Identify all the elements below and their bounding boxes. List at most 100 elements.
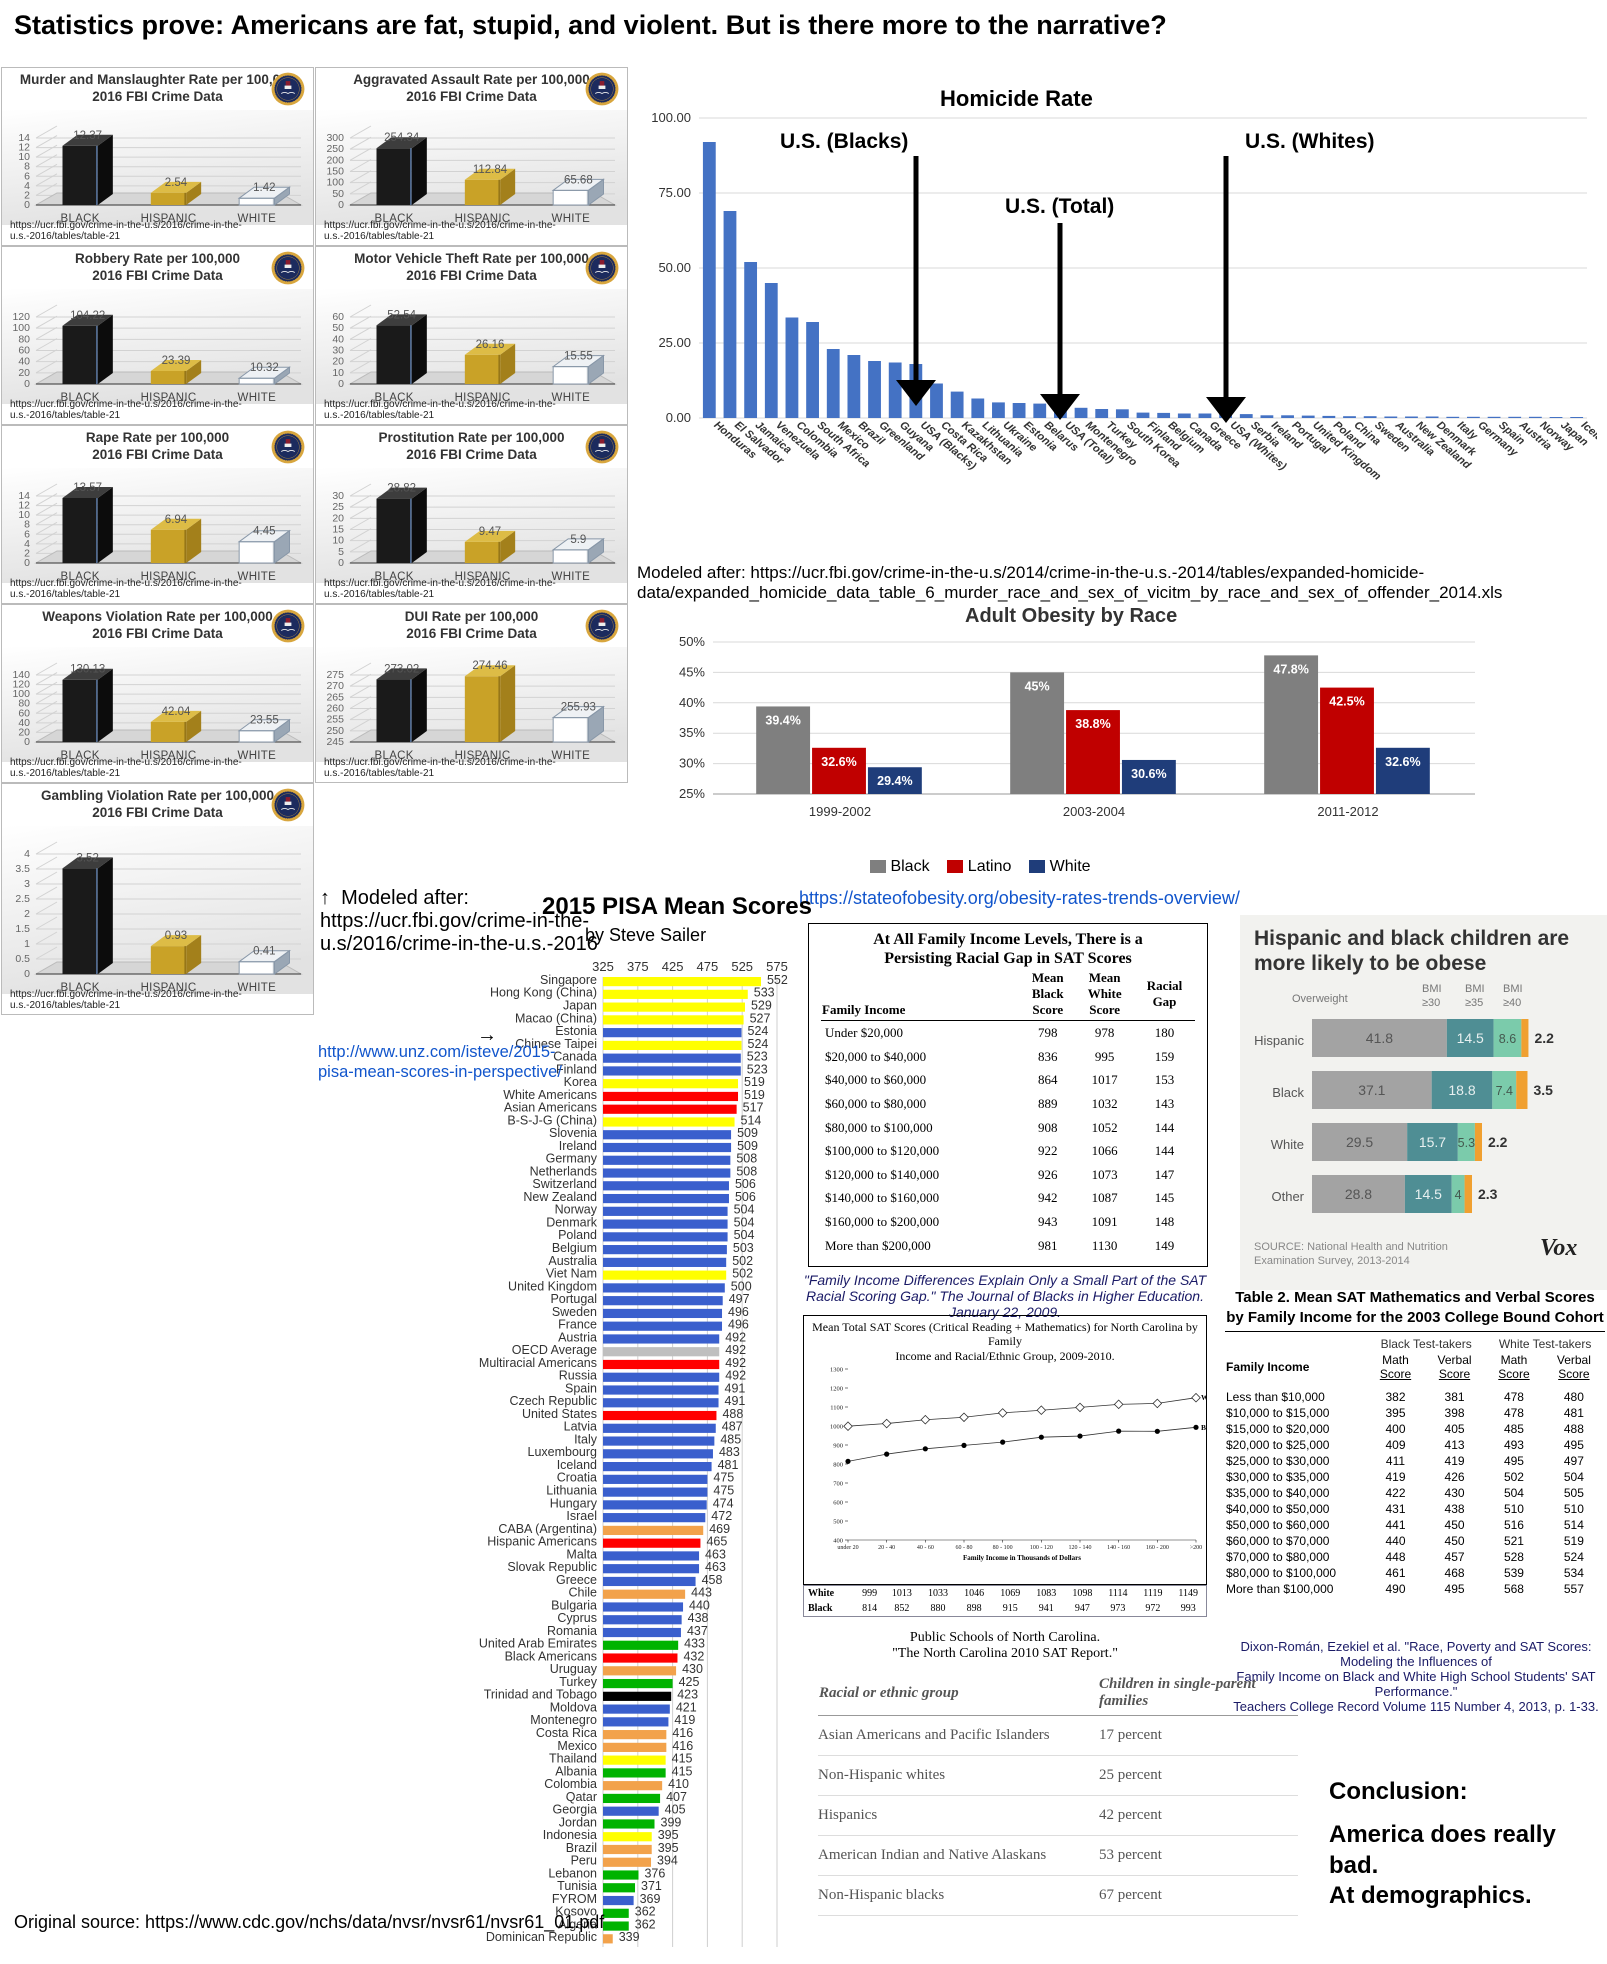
svg-text:14.5: 14.5 xyxy=(1415,1186,1442,1202)
svg-text:26.16: 26.16 xyxy=(476,339,505,351)
svg-text:250: 250 xyxy=(326,725,344,737)
svg-text:2003-2004: 2003-2004 xyxy=(1063,804,1125,819)
svg-text:7.4: 7.4 xyxy=(1496,1084,1513,1098)
svg-text:30: 30 xyxy=(332,345,344,357)
svg-text:140: 140 xyxy=(12,669,30,681)
svg-text:1300: 1300 xyxy=(830,1367,843,1374)
svg-text:112.84: 112.84 xyxy=(473,164,508,176)
svg-text:65.68: 65.68 xyxy=(564,174,593,186)
svg-text:32.6%: 32.6% xyxy=(1385,755,1420,769)
svg-text:1200: 1200 xyxy=(830,1386,843,1393)
svg-text:40 - 60: 40 - 60 xyxy=(917,1545,934,1551)
svg-text:10: 10 xyxy=(332,535,344,547)
svg-text:500: 500 xyxy=(833,1519,843,1526)
svg-text:15.55: 15.55 xyxy=(564,351,593,363)
svg-text:60: 60 xyxy=(18,345,30,357)
svg-text:42.04: 42.04 xyxy=(162,706,191,718)
svg-text:5: 5 xyxy=(338,546,344,558)
svg-text:White: White xyxy=(1201,1393,1206,1402)
svg-text:2.2: 2.2 xyxy=(1488,1134,1508,1150)
svg-text:2011-2012: 2011-2012 xyxy=(1317,804,1378,819)
svg-text:1.42: 1.42 xyxy=(253,182,275,194)
svg-text:1: 1 xyxy=(24,938,30,950)
svg-text:White: White xyxy=(1271,1137,1304,1152)
svg-text:40%: 40% xyxy=(679,695,705,710)
svg-text:575: 575 xyxy=(766,959,788,974)
svg-text:30: 30 xyxy=(332,490,344,502)
svg-text:900: 900 xyxy=(833,1443,843,1450)
svg-text:45%: 45% xyxy=(679,664,705,679)
svg-text:13.57: 13.57 xyxy=(73,482,102,494)
svg-text:3.52: 3.52 xyxy=(76,852,98,864)
svg-text:0: 0 xyxy=(338,378,344,390)
svg-text:32.6%: 32.6% xyxy=(821,755,856,769)
svg-text:14: 14 xyxy=(18,132,30,144)
svg-text:104.22: 104.22 xyxy=(70,310,105,322)
svg-text:255: 255 xyxy=(326,714,344,726)
svg-text:400: 400 xyxy=(833,1538,843,1545)
svg-text:37.1: 37.1 xyxy=(1358,1082,1385,1098)
svg-text:80 - 100: 80 - 100 xyxy=(993,1545,1013,1551)
svg-text:4.45: 4.45 xyxy=(253,526,275,538)
svg-text:Family Income in Thousands of: Family Income in Thousands of Dollars xyxy=(963,1554,1081,1562)
svg-text:18.8: 18.8 xyxy=(1448,1082,1475,1098)
svg-text:30.6%: 30.6% xyxy=(1131,767,1166,781)
svg-text:150: 150 xyxy=(326,166,344,178)
svg-text:15.7: 15.7 xyxy=(1419,1134,1446,1150)
svg-text:255.93: 255.93 xyxy=(561,702,596,714)
svg-text:0.5: 0.5 xyxy=(15,953,30,965)
svg-text:700: 700 xyxy=(833,1481,843,1488)
svg-text:273.02: 273.02 xyxy=(384,663,419,675)
svg-text:375: 375 xyxy=(627,959,649,974)
svg-text:40: 40 xyxy=(18,356,30,368)
svg-text:270: 270 xyxy=(326,680,344,692)
svg-text:160 - 200: 160 - 200 xyxy=(1146,1545,1169,1551)
svg-text:14: 14 xyxy=(18,490,30,502)
svg-text:14.5: 14.5 xyxy=(1457,1030,1484,1046)
svg-text:5.9: 5.9 xyxy=(570,534,586,546)
svg-text:600: 600 xyxy=(833,1500,843,1507)
svg-text:10.32: 10.32 xyxy=(250,362,279,374)
svg-text:525: 525 xyxy=(731,959,753,974)
svg-text:45%: 45% xyxy=(1025,679,1050,693)
svg-text:1.5: 1.5 xyxy=(15,923,30,935)
svg-text:120: 120 xyxy=(12,311,30,323)
svg-text:5.3: 5.3 xyxy=(1458,1136,1475,1150)
svg-text:23.39: 23.39 xyxy=(162,355,191,367)
svg-text:35%: 35% xyxy=(679,725,705,740)
svg-text:265: 265 xyxy=(326,691,344,703)
svg-text:2.5: 2.5 xyxy=(15,893,30,905)
svg-text:3: 3 xyxy=(24,878,30,890)
svg-text:120 - 140: 120 - 140 xyxy=(1069,1545,1092,1551)
svg-text:1000: 1000 xyxy=(830,1424,843,1431)
svg-text:325: 325 xyxy=(592,959,614,974)
svg-text:2.3: 2.3 xyxy=(1478,1186,1498,1202)
svg-text:50: 50 xyxy=(332,322,344,334)
svg-text:245: 245 xyxy=(326,736,344,748)
svg-text:23.55: 23.55 xyxy=(250,715,279,727)
svg-text:140 - 160: 140 - 160 xyxy=(1107,1545,1130,1551)
svg-text:41.8: 41.8 xyxy=(1366,1030,1393,1046)
svg-text:Black: Black xyxy=(1201,1423,1206,1432)
svg-text:3.5: 3.5 xyxy=(1533,1082,1553,1098)
svg-text:4: 4 xyxy=(1455,1188,1462,1202)
svg-text:12.37: 12.37 xyxy=(73,130,102,142)
svg-text:200: 200 xyxy=(326,154,344,166)
svg-text:0.41: 0.41 xyxy=(253,946,275,958)
svg-text:20: 20 xyxy=(332,512,344,524)
svg-text:800: 800 xyxy=(833,1462,843,1469)
svg-text:under 20: under 20 xyxy=(837,1545,858,1551)
svg-text:Other: Other xyxy=(1271,1189,1304,1204)
svg-text:20: 20 xyxy=(18,367,30,379)
svg-text:100: 100 xyxy=(326,177,344,189)
svg-text:3.5: 3.5 xyxy=(15,863,30,875)
svg-text:0: 0 xyxy=(24,968,30,980)
svg-text:52.54: 52.54 xyxy=(387,309,416,321)
svg-text:0: 0 xyxy=(24,378,30,390)
svg-text:50%: 50% xyxy=(679,636,705,649)
svg-text:0.93: 0.93 xyxy=(165,930,187,942)
svg-text:28.8: 28.8 xyxy=(1345,1186,1372,1202)
svg-text:8.6: 8.6 xyxy=(1499,1032,1516,1046)
svg-text:10: 10 xyxy=(332,367,344,379)
svg-text:25%: 25% xyxy=(679,786,705,801)
